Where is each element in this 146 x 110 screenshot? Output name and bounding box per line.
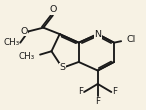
Text: N: N [94,30,101,39]
Text: CH₃: CH₃ [3,38,19,47]
Text: F: F [78,87,83,96]
Text: O: O [49,6,57,15]
Text: F: F [112,87,117,96]
Text: Cl: Cl [127,36,136,44]
Text: O: O [20,27,28,36]
Text: F: F [95,97,100,106]
Text: S: S [59,63,65,72]
Text: CH₃: CH₃ [18,52,34,61]
